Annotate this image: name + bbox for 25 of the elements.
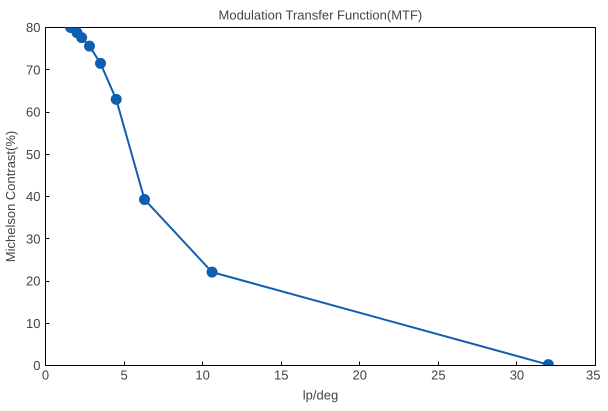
x-tick-label: 35 bbox=[586, 368, 601, 382]
x-tick-label: 5 bbox=[120, 368, 128, 382]
point bbox=[206, 266, 218, 278]
x-tick-label: 30 bbox=[510, 368, 524, 382]
y-tick-label: 40 bbox=[26, 189, 41, 204]
y-tick-label: 10 bbox=[26, 316, 41, 331]
y-tick-label: 60 bbox=[26, 104, 41, 120]
point bbox=[76, 32, 88, 44]
y-axis-title: Michelson Contrast(%) bbox=[3, 130, 18, 262]
x-tick-label: 15 bbox=[274, 368, 288, 382]
x-tick-label: 10 bbox=[195, 368, 210, 382]
point bbox=[95, 58, 106, 69]
y-tick-label: 30 bbox=[26, 231, 41, 246]
y-tick-label: 70 bbox=[26, 62, 41, 78]
x-tick-label: 25 bbox=[431, 368, 446, 382]
y-tick-label: 50 bbox=[26, 146, 41, 162]
point bbox=[139, 194, 150, 205]
x-tick-label: 20 bbox=[352, 368, 368, 382]
y-tick-label: 20 bbox=[26, 274, 41, 288]
y-tick-label: 80 bbox=[26, 20, 41, 35]
x-axis-title: lp/deg bbox=[302, 388, 338, 402]
chart-title: Modulation Transfer Function(MTF) bbox=[218, 8, 422, 22]
y-tick-label: 0 bbox=[33, 358, 41, 373]
point bbox=[110, 94, 122, 105]
point bbox=[84, 40, 95, 52]
